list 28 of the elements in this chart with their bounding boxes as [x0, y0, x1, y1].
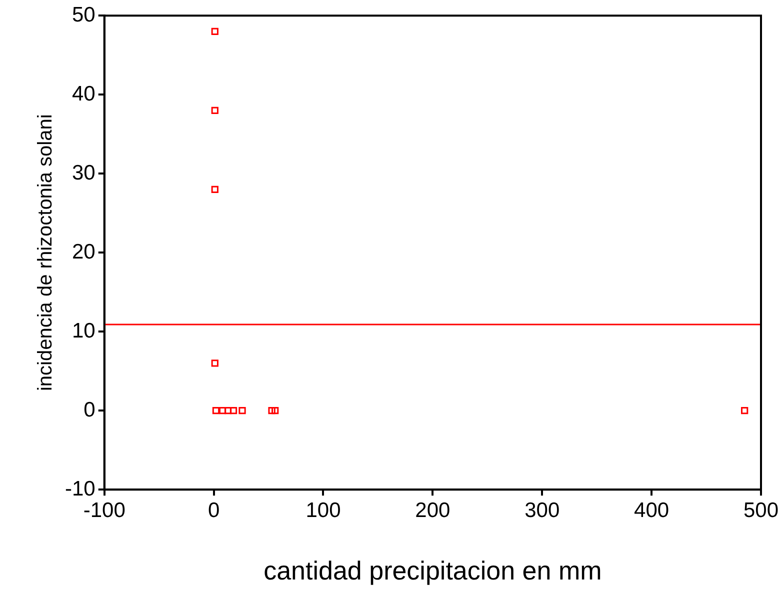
point: [211, 28, 218, 35]
point: [741, 407, 748, 414]
y-tick-label: -10: [64, 477, 96, 500]
x-tick-label: -100: [83, 498, 126, 522]
y-tick-label: 20: [72, 240, 96, 264]
x-tick-label: 500: [743, 498, 779, 522]
point: [218, 407, 226, 414]
point: [224, 407, 232, 414]
x-tick-label: 100: [306, 498, 341, 522]
x-tick-label: 0: [208, 498, 220, 522]
point: [272, 407, 279, 414]
y-tick-label: 10: [72, 319, 96, 342]
point: [211, 360, 218, 367]
point: [211, 186, 218, 193]
point: [211, 106, 218, 114]
x-tick-label: 400: [634, 498, 670, 522]
point: [212, 407, 220, 414]
point: [238, 407, 246, 414]
y-tick-label: 40: [72, 82, 96, 106]
y-tick-label: 50: [72, 3, 96, 26]
y-tick-label: 0: [84, 398, 96, 422]
y-axis-title: incidencia de rhizoctonia solani: [34, 114, 57, 392]
y-tick-label: 30: [72, 161, 96, 184]
x-tick-label: 200: [415, 498, 450, 522]
x-tick-label: 300: [524, 498, 560, 522]
point: [268, 407, 276, 414]
point: [230, 407, 238, 414]
x-axis-title: cantidad precipitacion en mm: [264, 556, 602, 586]
